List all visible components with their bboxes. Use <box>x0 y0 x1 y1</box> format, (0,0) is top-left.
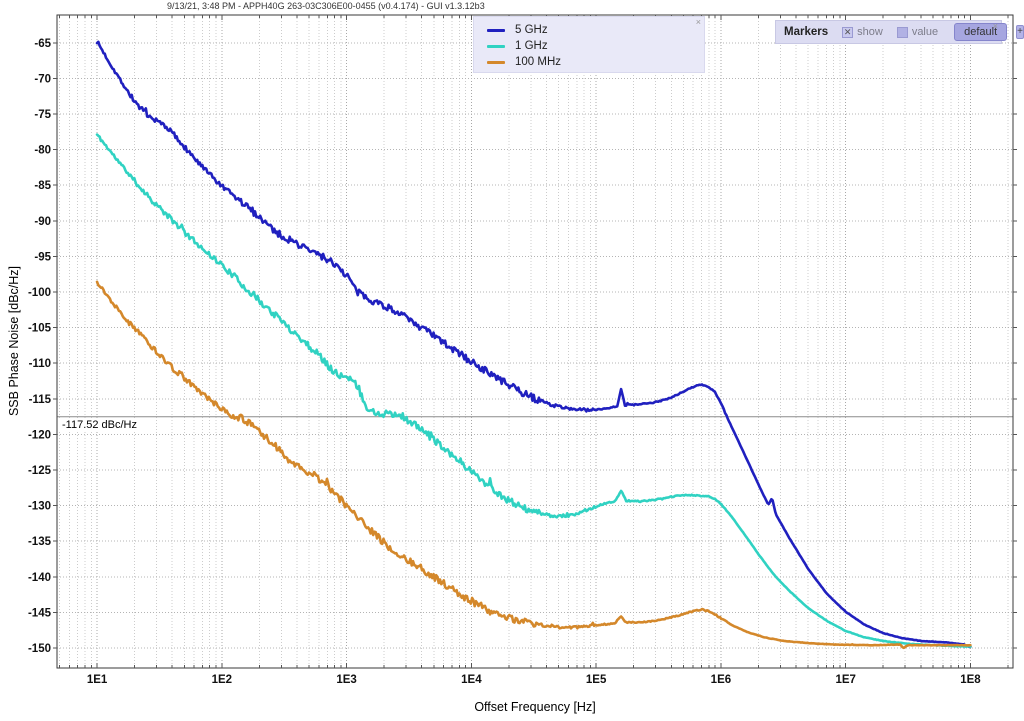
y-tick-label: -130 <box>28 501 51 513</box>
x-tick-label: 1E4 <box>461 674 482 686</box>
y-tick-label: -70 <box>34 73 51 85</box>
y-tick-label: -110 <box>29 358 51 370</box>
show-checkbox-box[interactable]: ✕ <box>842 26 854 38</box>
y-tick-label: -115 <box>29 394 52 406</box>
value-checkbox-box[interactable] <box>896 26 908 38</box>
x-tick-label: 1E5 <box>586 674 607 686</box>
legend-item: 5 GHz <box>487 22 704 38</box>
plot-frame <box>56 14 1014 669</box>
series-curve-100mhz <box>95 280 972 650</box>
show-markers-checkbox[interactable]: ✕ show <box>842 26 883 38</box>
y-tick-label: -145 <box>28 607 52 619</box>
y-tick-label: -135 <box>28 536 52 548</box>
markers-close-icon[interactable]: × <box>992 21 998 31</box>
legend-item-label: 100 MHz <box>515 56 562 68</box>
x-tick-label: 1E6 <box>711 674 731 686</box>
y-tick-label: -80 <box>34 145 51 157</box>
legend-item: 100 MHz <box>487 54 704 70</box>
show-checkbox-label: show <box>857 26 883 38</box>
value-markers-checkbox[interactable]: value <box>896 26 939 38</box>
series-curve-1ghz <box>95 133 972 648</box>
legend-swatch <box>487 28 505 32</box>
legend-items: 5 GHz 1 GHz 100 MHz <box>474 17 704 70</box>
axis-ticks <box>53 15 1017 668</box>
value-checkbox-label: value <box>911 26 939 38</box>
y-axis-title: SSB Phase Noise [dBc/Hz] <box>7 265 21 417</box>
gridlines <box>57 15 1013 668</box>
marker-value-readout: -117.52 dBc/Hz <box>59 419 141 431</box>
markers-panel: × Markers ✕ show value default + <box>775 20 1024 44</box>
y-tick-label: -90 <box>34 216 51 228</box>
y-tick-label: -120 <box>28 429 51 441</box>
y-tick-label: -125 <box>28 465 52 477</box>
x-tick-label: 1E2 <box>212 674 232 686</box>
axis-tick-labels: -65 -70 -75 -80 -85 -90 -95 -100 -105 -110 -115 -12… <box>28 38 981 686</box>
x-tick-label: 1E8 <box>960 674 981 686</box>
default-marker-button[interactable]: default <box>954 23 1008 41</box>
legend-item-label: 5 GHz <box>515 24 548 36</box>
y-tick-label: -85 <box>34 180 51 192</box>
y-tick-label: -95 <box>34 251 51 263</box>
legend-close-icon[interactable]: × <box>695 17 701 27</box>
x-tick-label: 1E1 <box>87 674 108 686</box>
y-tick-label: -65 <box>34 38 51 50</box>
window-title: 9/13/21, 3:48 PM - APPH40G 263-03C306E00… <box>167 1 485 11</box>
series-curve-5ghz <box>95 40 972 649</box>
x-tick-label: 1E3 <box>336 674 356 686</box>
legend-swatch <box>487 60 505 64</box>
x-tick-label: 1E7 <box>835 674 855 686</box>
y-tick-label: -75 <box>34 109 51 121</box>
add-marker-button[interactable]: + <box>1016 25 1024 39</box>
markers-panel-title: Markers <box>784 26 829 38</box>
y-tick-label: -105 <box>28 323 52 335</box>
y-tick-label: -100 <box>28 287 51 299</box>
y-tick-label: -150 <box>28 643 51 655</box>
legend-swatch <box>487 44 505 48</box>
series-curves <box>95 40 972 650</box>
legend-panel: × 5 GHz 1 GHz 100 MHz <box>473 16 705 73</box>
legend-item: 1 GHz <box>487 38 704 54</box>
legend-item-label: 1 GHz <box>515 40 548 52</box>
y-tick-label: -140 <box>28 572 51 584</box>
x-axis-title: Offset Frequency [Hz] <box>474 700 596 714</box>
